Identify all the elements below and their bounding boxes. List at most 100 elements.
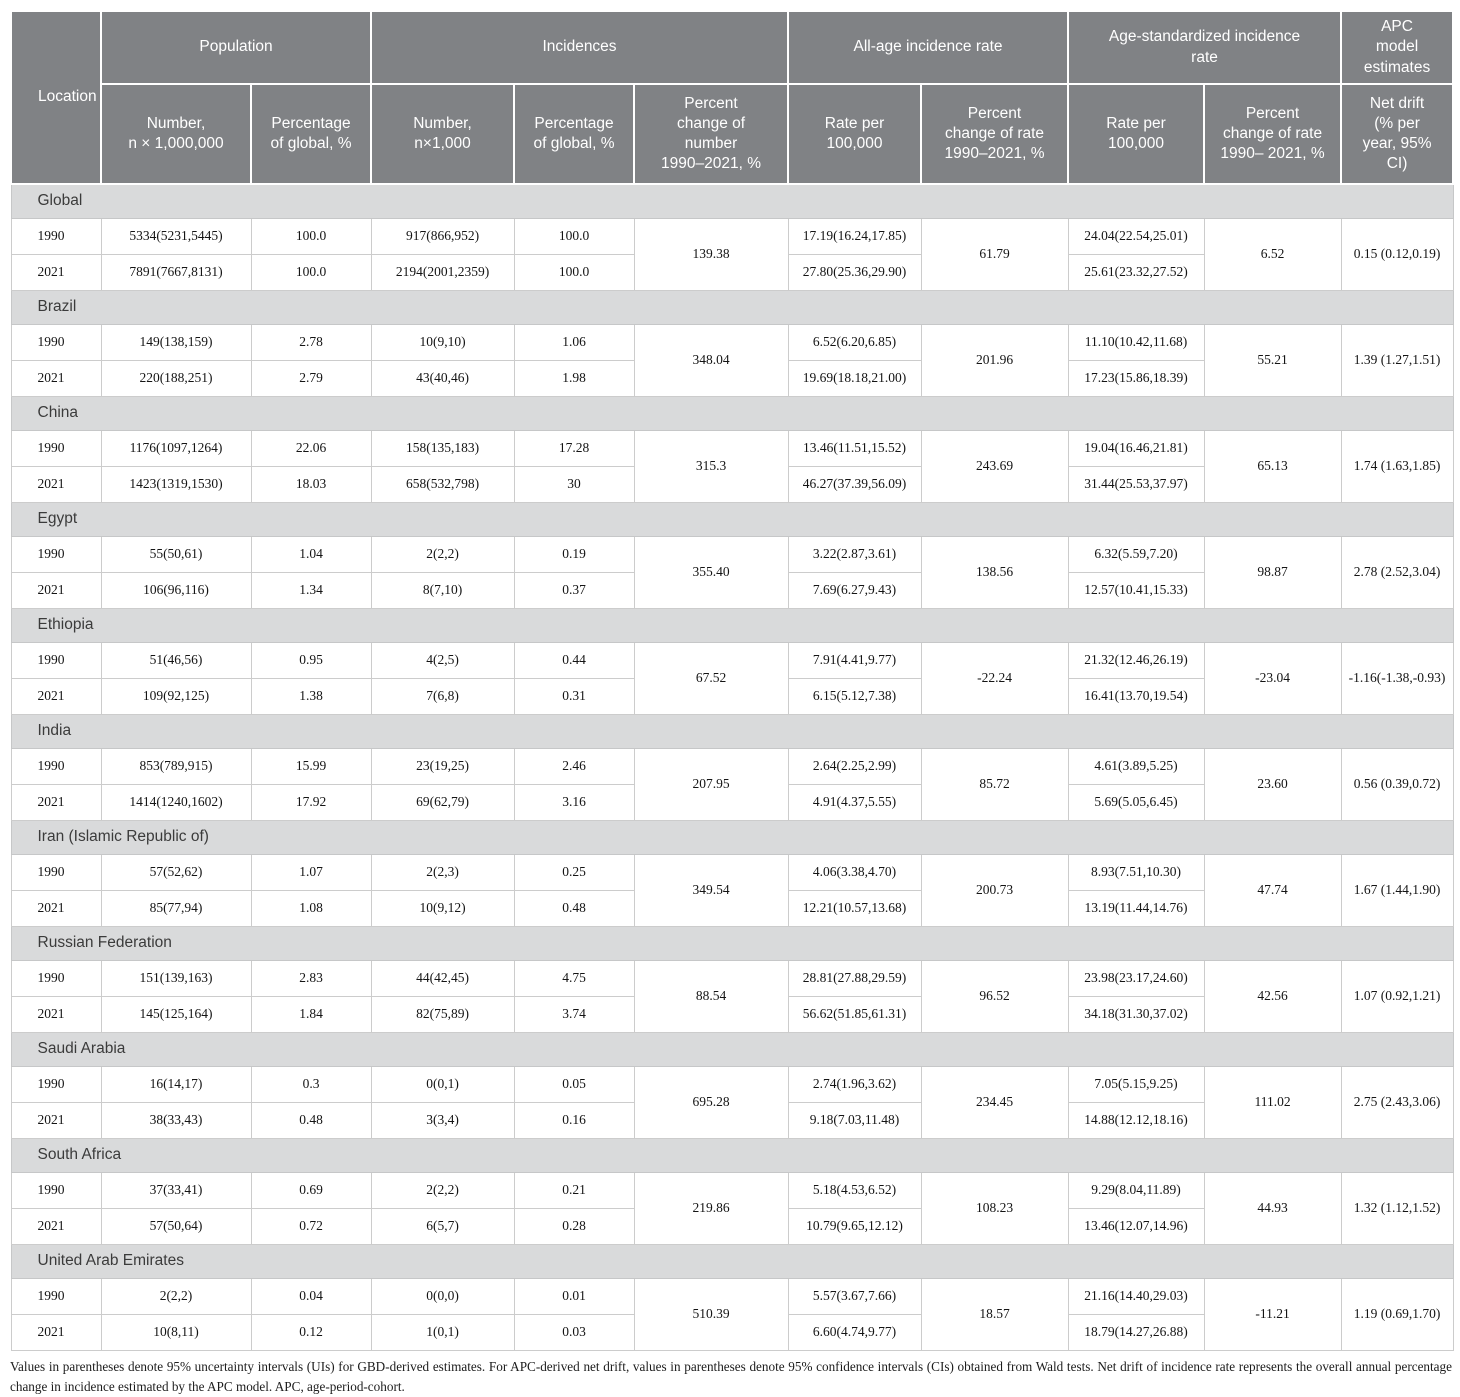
net-drift-cell: 1.74 (1.63,1.85) bbox=[1341, 430, 1453, 502]
all-age-rate-cell: 17.19(16.24,17.85) bbox=[788, 218, 921, 254]
header-group-row: Location Population Incidences All-age i… bbox=[11, 11, 1453, 84]
asr-rate-cell: 25.61(23.32,27.52) bbox=[1068, 254, 1204, 290]
incidence-number-cell: 4(2,5) bbox=[371, 642, 514, 678]
incidence-number-cell: 82(75,89) bbox=[371, 996, 514, 1032]
section-title: Russian Federation bbox=[11, 926, 1453, 960]
population-pct-cell: 0.3 bbox=[251, 1066, 371, 1102]
incidence-pct-cell: 0.21 bbox=[514, 1172, 634, 1208]
section-header-row: Egypt bbox=[11, 502, 1453, 536]
all-age-rate-cell: 27.80(25.36,29.90) bbox=[788, 254, 921, 290]
year-cell: 1990 bbox=[11, 1172, 101, 1208]
population-pct-cell: 0.12 bbox=[251, 1314, 371, 1350]
all-age-rate-cell: 7.91(4.41,9.77) bbox=[788, 642, 921, 678]
asr-rate-cell: 14.88(12.12,18.16) bbox=[1068, 1102, 1204, 1138]
incidence-number-cell: 10(9,12) bbox=[371, 890, 514, 926]
percent-change-rate-cell: 85.72 bbox=[921, 748, 1068, 820]
percent-change-rate-cell: 138.56 bbox=[921, 536, 1068, 608]
year-cell: 2021 bbox=[11, 360, 101, 396]
col-header-asr-rate: Rate per 100,000 bbox=[1068, 84, 1204, 184]
incidence-pct-cell: 0.01 bbox=[514, 1278, 634, 1314]
incidence-number-cell: 2(2,2) bbox=[371, 536, 514, 572]
all-age-rate-cell: 46.27(37.39,56.09) bbox=[788, 466, 921, 502]
net-drift-cell: 0.56 (0.39,0.72) bbox=[1341, 748, 1453, 820]
col-header-percent-change-asr: Percent change of rate 1990– 2021, % bbox=[1204, 84, 1341, 184]
population-pct-cell: 2.78 bbox=[251, 324, 371, 360]
asr-rate-cell: 34.18(31.30,37.02) bbox=[1068, 996, 1204, 1032]
group-header-incidences: Incidences bbox=[371, 11, 788, 84]
section-header-row: South Africa bbox=[11, 1138, 1453, 1172]
asr-rate-cell: 16.41(13.70,19.54) bbox=[1068, 678, 1204, 714]
population-pct-cell: 0.72 bbox=[251, 1208, 371, 1244]
incidence-pct-cell: 0.03 bbox=[514, 1314, 634, 1350]
population-number-cell: 145(125,164) bbox=[101, 996, 251, 1032]
percent-change-number-cell: 139.38 bbox=[634, 218, 788, 290]
table-header: Location Population Incidences All-age i… bbox=[11, 11, 1453, 184]
incidence-number-cell: 0(0,0) bbox=[371, 1278, 514, 1314]
asr-rate-cell: 21.16(14.40,29.03) bbox=[1068, 1278, 1204, 1314]
net-drift-cell: -1.16(-1.38,-0.93) bbox=[1341, 642, 1453, 714]
population-number-cell: 1176(1097,1264) bbox=[101, 430, 251, 466]
percent-change-number-cell: 207.95 bbox=[634, 748, 788, 820]
incidence-pct-cell: 30 bbox=[514, 466, 634, 502]
section-header-row: Saudi Arabia bbox=[11, 1032, 1453, 1066]
section-title: Ethiopia bbox=[11, 608, 1453, 642]
section-title: Global bbox=[11, 184, 1453, 218]
asr-rate-cell: 9.29(8.04,11.89) bbox=[1068, 1172, 1204, 1208]
section-header-row: Russian Federation bbox=[11, 926, 1453, 960]
year-cell: 2021 bbox=[11, 890, 101, 926]
percent-change-rate-cell: 61.79 bbox=[921, 218, 1068, 290]
percent-change-number-cell: 348.04 bbox=[634, 324, 788, 396]
col-header-population-pct: Percentage of global, % bbox=[251, 84, 371, 184]
incidence-number-cell: 658(532,798) bbox=[371, 466, 514, 502]
percent-change-asr-cell: 65.13 bbox=[1204, 430, 1341, 502]
asr-rate-cell: 31.44(25.53,37.97) bbox=[1068, 466, 1204, 502]
asr-rate-cell: 19.04(16.46,21.81) bbox=[1068, 430, 1204, 466]
incidence-pct-cell: 0.31 bbox=[514, 678, 634, 714]
asr-rate-cell: 12.57(10.41,15.33) bbox=[1068, 572, 1204, 608]
year-cell: 1990 bbox=[11, 324, 101, 360]
asr-rate-cell: 5.69(5.05,6.45) bbox=[1068, 784, 1204, 820]
section-title: Iran (Islamic Republic of) bbox=[11, 820, 1453, 854]
incidence-pct-cell: 0.16 bbox=[514, 1102, 634, 1138]
incidence-number-cell: 2(2,2) bbox=[371, 1172, 514, 1208]
population-pct-cell: 1.04 bbox=[251, 536, 371, 572]
incidence-pct-cell: 1.06 bbox=[514, 324, 634, 360]
year-cell: 1990 bbox=[11, 642, 101, 678]
year-cell: 2021 bbox=[11, 254, 101, 290]
all-age-rate-cell: 9.18(7.03,11.48) bbox=[788, 1102, 921, 1138]
all-age-rate-cell: 4.06(3.38,4.70) bbox=[788, 854, 921, 890]
all-age-rate-cell: 19.69(18.18,21.00) bbox=[788, 360, 921, 396]
incidence-pct-cell: 0.25 bbox=[514, 854, 634, 890]
percent-change-asr-cell: 98.87 bbox=[1204, 536, 1341, 608]
population-pct-cell: 0.48 bbox=[251, 1102, 371, 1138]
asr-rate-cell: 23.98(23.17,24.60) bbox=[1068, 960, 1204, 996]
incidence-pct-cell: 0.44 bbox=[514, 642, 634, 678]
asr-rate-cell: 6.32(5.59,7.20) bbox=[1068, 536, 1204, 572]
year-cell: 1990 bbox=[11, 536, 101, 572]
asr-rate-cell: 17.23(15.86,18.39) bbox=[1068, 360, 1204, 396]
population-number-cell: 16(14,17) bbox=[101, 1066, 251, 1102]
all-age-rate-cell: 56.62(51.85,61.31) bbox=[788, 996, 921, 1032]
incidence-pct-cell: 17.28 bbox=[514, 430, 634, 466]
asr-rate-cell: 13.19(11.44,14.76) bbox=[1068, 890, 1204, 926]
section-header-row: Brazil bbox=[11, 290, 1453, 324]
incidence-pct-cell: 100.0 bbox=[514, 218, 634, 254]
year-cell: 1990 bbox=[11, 1278, 101, 1314]
population-number-cell: 10(8,11) bbox=[101, 1314, 251, 1350]
col-header-all-age-rate: Rate per 100,000 bbox=[788, 84, 921, 184]
col-header-incidence-pct: Percentage of global, % bbox=[514, 84, 634, 184]
incidence-number-cell: 2(2,3) bbox=[371, 854, 514, 890]
col-header-percent-change-number: Percent change of number 1990–2021, % bbox=[634, 84, 788, 184]
population-pct-cell: 17.92 bbox=[251, 784, 371, 820]
section-header-row: India bbox=[11, 714, 1453, 748]
net-drift-cell: 2.78 (2.52,3.04) bbox=[1341, 536, 1453, 608]
population-number-cell: 57(50,64) bbox=[101, 1208, 251, 1244]
population-pct-cell: 1.34 bbox=[251, 572, 371, 608]
all-age-rate-cell: 6.60(4.74,9.77) bbox=[788, 1314, 921, 1350]
